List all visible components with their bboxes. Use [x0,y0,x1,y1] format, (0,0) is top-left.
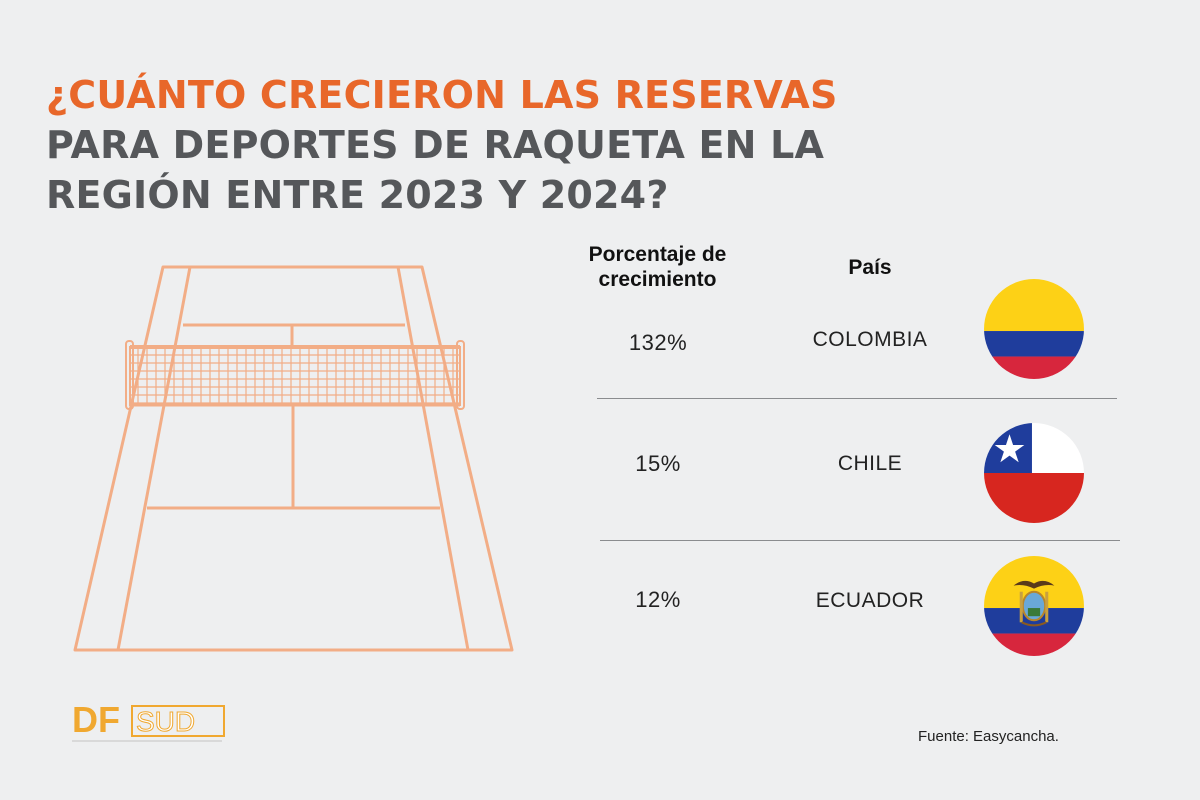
court-sideline-left [116,266,192,651]
ecuador-flag-icon [984,556,1084,656]
row-chile-country: CHILE [837,452,903,475]
tennis-net [125,340,465,410]
row-colombia-pct: 132% [628,330,688,355]
logo-sud-text: SUD [136,706,195,737]
page-title: ¿CUÁNTO CRECIERON LAS RESERVAS PARA DEPO… [46,70,906,220]
header-country: País [848,256,892,279]
row-ecuador-pct: 12% [635,587,681,612]
colombia-flag-icon [984,279,1084,379]
chile-flag-icon [984,423,1084,523]
court-outline [73,265,514,652]
header-growth-percentage: Porcentaje de crecimiento [588,243,727,291]
source-note: Fuente: Easycancha. [918,728,1059,745]
row-ecuador-country: ECUADOR [815,589,925,612]
title-rest: PARA DEPORTES DE RAQUETA EN LA REGIÓN EN… [46,123,825,217]
row-chile-pct: 15% [635,451,681,476]
title-highlight: ¿CUÁNTO CRECIERON LAS RESERVAS [46,73,838,117]
dfsud-logo: DF SUD [72,700,225,742]
court-sideline-right [396,266,470,651]
row-divider [597,398,1117,399]
row-divider [600,540,1120,541]
tennis-court-illustration [73,265,514,652]
ecuador-coat-of-arms-icon [1013,580,1055,627]
logo-df-text: DF [72,700,120,740]
row-colombia-country: COLOMBIA [812,328,928,351]
